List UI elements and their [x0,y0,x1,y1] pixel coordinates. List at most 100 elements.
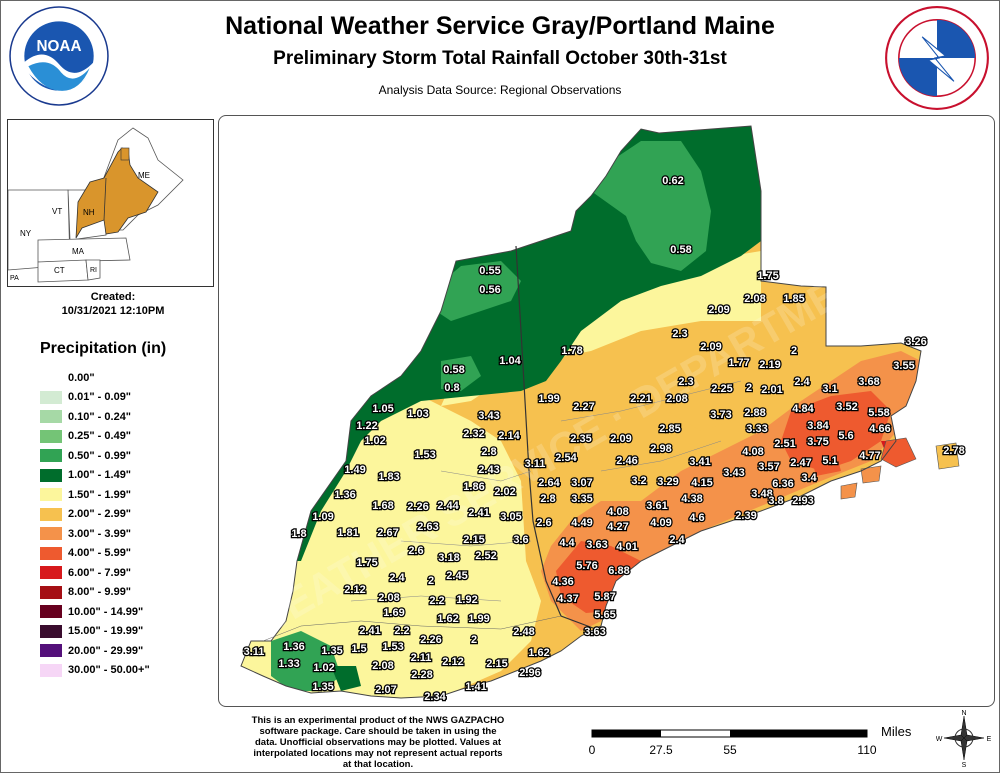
rainfall-value-label: 1.8 [291,528,306,540]
rainfall-value-label: 1.68 [372,500,393,512]
rainfall-value-label: 2.08 [666,393,687,405]
legend-item: 1.50" - 1.99" [40,485,150,505]
rainfall-value-label: 3.33 [746,423,767,435]
rainfall-value-label: 2.45 [446,570,467,582]
rainfall-value-label: 4.38 [681,493,702,505]
rainfall-value-label: 2.35 [570,433,591,445]
rainfall-value-label: 3.2 [631,475,646,487]
rainfall-value-label: 3.48 [751,488,772,500]
rainfall-value-label: 2.54 [555,452,577,464]
inset-label-ny: NY [20,229,32,238]
rainfall-value-label: 2.67 [377,527,398,539]
rainfall-value-label: 3.43 [723,467,744,479]
rainfall-value-label: 4.37 [557,593,578,605]
rainfall-value-label: 4.66 [869,423,890,435]
map-title: National Weather Service Gray/Portland M… [225,12,775,40]
rainfall-value-label: 2.6 [536,517,551,529]
inset-label-ct: CT [54,266,65,275]
legend-item: 0.00" [40,368,150,388]
rainfall-value-label: 0.58 [670,244,691,256]
legend-item: 30.00" - 50.00+" [40,661,150,681]
legend-label: 1.50" - 1.99" [68,488,132,501]
compass-w: W [936,736,943,743]
legend-label: 20.00" - 29.99" [68,644,144,657]
legend-swatch [40,546,62,560]
rainfall-value-label: 1.36 [334,489,355,501]
rainfall-value-label: 1.69 [383,607,404,619]
legend-item: 15.00" - 19.99" [40,622,150,642]
scale-bar: Miles 0 27.5 55 110 [589,724,912,757]
rainfall-value-label: 2.8 [481,446,496,458]
rainfall-value-label: 1.85 [783,293,804,305]
rainfall-value-label: 1.99 [538,393,559,405]
rainfall-value-label: 5.58 [868,407,889,419]
rainfall-value-label: 2.2 [429,595,444,607]
rainfall-value-label: 2.09 [700,341,721,353]
rainfall-value-label: 3.73 [710,409,731,421]
rainfall-value-label: 4.01 [616,541,637,553]
inset-label-ri: RI [90,267,97,274]
rainfall-value-label: 1.92 [456,594,477,606]
rainfall-value-label: 2.3 [678,376,693,388]
disclaimer-text: This is an experimental product of the N… [251,715,505,770]
rainfall-value-label: 4.09 [650,517,671,529]
rainfall-value-label: 1.02 [364,435,385,447]
rainfall-value-label: 5.76 [576,560,597,572]
rainfall-value-label: 2.46 [616,455,637,467]
rainfall-value-label: 3.35 [571,493,592,505]
legend-swatch [40,488,62,502]
rainfall-value-label: 4.36 [552,576,573,588]
rainfall-value-label: 2.64 [538,477,560,489]
legend-swatch [40,663,62,677]
legend-item: 6.00" - 7.99" [40,563,150,583]
legend-swatch [40,410,62,424]
rainfall-value-label: 1.41 [465,681,486,693]
rainfall-value-label: 2.4 [669,534,685,546]
rainfall-value-label: 2.63 [417,521,438,533]
rainfall-value-label: 2.4 [389,572,405,584]
rainfall-value-label: 2.09 [610,433,631,445]
rainfall-value-label: 3.63 [586,539,607,551]
legend-swatch [40,468,62,482]
rainfall-value-label: 2.15 [486,658,507,670]
rainfall-value-label: 2.09 [708,304,729,316]
legend-label: 6.00" - 7.99" [68,566,132,579]
rainfall-value-label: 0.8 [444,382,459,394]
rainfall-value-label: 2.41 [468,507,489,519]
rainfall-value-label: 3.43 [478,410,499,422]
rainfall-value-label: 3.75 [807,436,828,448]
rainfall-value-label: 2.43 [478,464,499,476]
rainfall-value-label: 1.75 [757,270,778,282]
created-label: Created: [90,291,136,303]
rainfall-value-label: 0.58 [443,364,464,376]
legend-item: 4.00" - 5.99" [40,544,150,564]
rainfall-value-label: 2.08 [744,293,765,305]
legend-swatch [40,429,62,443]
rainfall-value-label: 2.14 [498,430,520,442]
rainfall-value-label: 2.78 [943,445,964,457]
rainfall-value-label: 2.01 [761,384,782,396]
rainfall-value-label: 3.4 [801,472,817,484]
legend-label: 0.01" - 0.09" [68,391,132,404]
legend-label: 2.00" - 2.99" [68,508,132,521]
rainfall-value-label: 2.52 [475,550,496,562]
rainfall-value-label: 2 [471,634,477,646]
compass-n: N [961,710,966,717]
rainfall-value-label: 3.05 [500,511,521,523]
rainfall-value-label: 3.84 [807,420,829,432]
rainfall-value-label: 2 [746,382,752,394]
rainfall-value-label: 3.52 [836,401,857,413]
legend-label: 30.00" - 50.00+" [68,664,150,677]
legend-swatch [40,527,62,541]
rainfall-value-label: 6.88 [608,565,629,577]
rainfall-value-label: 5.65 [594,609,615,621]
legend-label: 3.00" - 3.99" [68,527,132,540]
rainfall-value-label: 4.77 [859,450,880,462]
scale-tick-55: 55 [723,743,737,757]
rainfall-value-label: 3.1 [822,383,837,395]
rainfall-value-label: 2.32 [463,428,484,440]
scale-tick-0: 0 [589,743,596,757]
rainfall-value-label: 1.05 [372,403,393,415]
rainfall-value-label: 2.93 [792,495,813,507]
rainfall-value-label: 2 [791,345,797,357]
